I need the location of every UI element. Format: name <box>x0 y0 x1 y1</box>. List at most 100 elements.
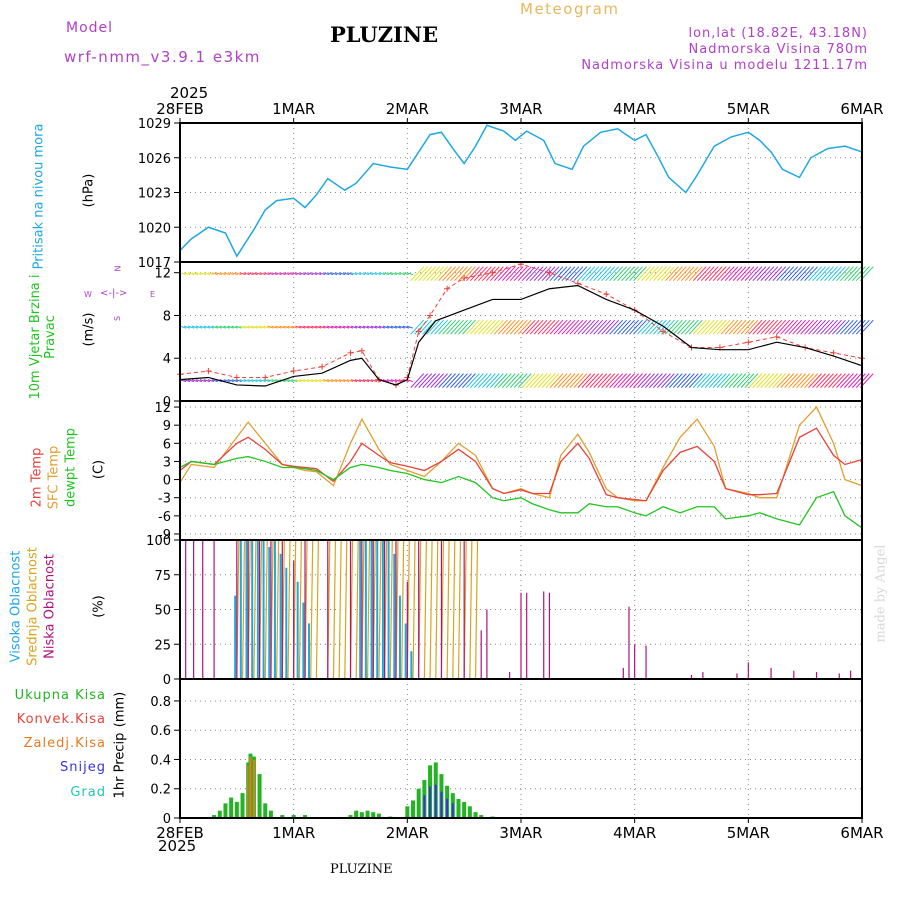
x-tick-label-bottom: 1MAR <box>272 824 315 842</box>
wind-barb <box>756 373 771 388</box>
snow-bar <box>440 791 443 818</box>
wind-barb <box>386 325 394 329</box>
wind-barb <box>521 373 536 388</box>
wind-barb <box>780 373 795 388</box>
wind-barb <box>844 319 858 335</box>
wind-barb <box>847 266 862 282</box>
wind-barb <box>458 373 472 388</box>
wind-barb <box>390 379 398 383</box>
wind-barb <box>291 325 298 329</box>
wind-barb <box>748 266 763 282</box>
wind-barb <box>247 272 254 276</box>
wind-barb <box>442 319 456 335</box>
wind-barb <box>824 319 838 335</box>
wind-barb <box>800 266 814 282</box>
wind-barb <box>394 272 401 276</box>
wind-barb <box>847 373 862 388</box>
wind-barb <box>334 379 342 383</box>
legend-hail: Grad <box>70 785 106 800</box>
wind-barb <box>804 319 818 335</box>
wind-barb <box>740 319 755 335</box>
wind-barb <box>573 373 588 388</box>
wind-barb <box>844 266 858 282</box>
wind-barb <box>497 373 512 388</box>
legend-strat-precip: Zaledj.Kisa <box>23 736 106 751</box>
wind-barb <box>474 266 488 282</box>
wind-barb <box>251 272 258 276</box>
y-tick-label: 50 <box>154 604 171 619</box>
wind-barb <box>780 266 795 282</box>
wind-barb <box>454 266 468 282</box>
wind-barb <box>315 325 322 329</box>
y-tick-label: 0 <box>163 395 171 410</box>
mid-cloud-bar <box>366 539 371 680</box>
wind-barb <box>585 319 600 335</box>
wind-barb <box>676 319 691 335</box>
wind-barb <box>696 266 711 282</box>
y-tick-label: 1026 <box>138 152 171 167</box>
gust-marker <box>603 291 610 298</box>
wind-barb <box>307 272 314 276</box>
gust-marker <box>290 368 297 375</box>
x-tick-label-top: 1MAR <box>272 100 315 118</box>
x-tick-label-bottom: 4MAR <box>613 824 656 842</box>
total-precip-bar <box>280 815 285 818</box>
wind-barb <box>187 272 195 276</box>
wind-barb <box>462 373 476 388</box>
wind-barb <box>637 266 651 282</box>
mid-cloud-bar <box>378 539 382 680</box>
wind-barb <box>426 319 441 335</box>
wind-barb <box>227 379 234 383</box>
wind-barb <box>800 373 814 388</box>
wind-barb <box>295 325 302 329</box>
wind-barb <box>327 325 334 329</box>
wind-barb <box>442 266 456 282</box>
wind-barb <box>601 266 616 282</box>
wind-barb <box>223 379 230 383</box>
panel-pressure: 1017 1020 1023 1026 1029 <box>138 117 863 271</box>
wind-barb <box>601 319 616 335</box>
wind-barb <box>577 266 592 282</box>
wind-barb <box>577 373 592 388</box>
wind-barb <box>493 319 508 335</box>
legend-snow: Snijeg <box>60 760 106 775</box>
wind-barb <box>661 266 675 282</box>
y-tick-label: 0 <box>163 673 171 688</box>
x-tick-label-bottom: 2MAR <box>386 824 429 842</box>
wind-barb <box>509 319 524 335</box>
wind-barb <box>319 379 326 383</box>
y-tick-label: 25 <box>154 638 171 653</box>
wind-barb <box>183 379 191 383</box>
y-tick-label: 12 <box>154 401 171 416</box>
total-precip-bar <box>263 803 268 818</box>
wind-barb <box>239 379 246 383</box>
wind-barb <box>744 319 759 335</box>
legend-conv-precip: Konvek.Kisa <box>16 712 106 727</box>
wind-barb <box>768 319 783 335</box>
wind-barb <box>474 373 488 388</box>
wind-barb <box>728 266 743 282</box>
legend-total-precip: Ukupna Kisa <box>14 688 106 703</box>
wind-barb <box>788 373 803 388</box>
wind-barb <box>668 266 683 282</box>
wind-barb <box>370 325 378 329</box>
wind-barb <box>263 325 270 329</box>
wind-barb <box>533 373 548 388</box>
gust-marker <box>358 347 365 354</box>
wind-barb <box>593 373 608 388</box>
compass-east: E <box>150 290 156 299</box>
wind-barb <box>672 373 687 388</box>
wind-barb <box>255 325 262 329</box>
wind-barb <box>430 373 445 388</box>
wind-barb <box>346 325 354 329</box>
mid-cloud-bar <box>469 539 473 680</box>
wind-barb <box>342 325 350 329</box>
total-precip-bar <box>479 815 484 818</box>
wind-barb <box>207 272 215 276</box>
wind-barb <box>311 272 318 276</box>
wind-barb <box>334 325 342 329</box>
wind-barb <box>342 379 350 383</box>
wind-barb <box>820 319 834 335</box>
wind-barb <box>752 266 767 282</box>
wind-barb <box>195 325 203 329</box>
